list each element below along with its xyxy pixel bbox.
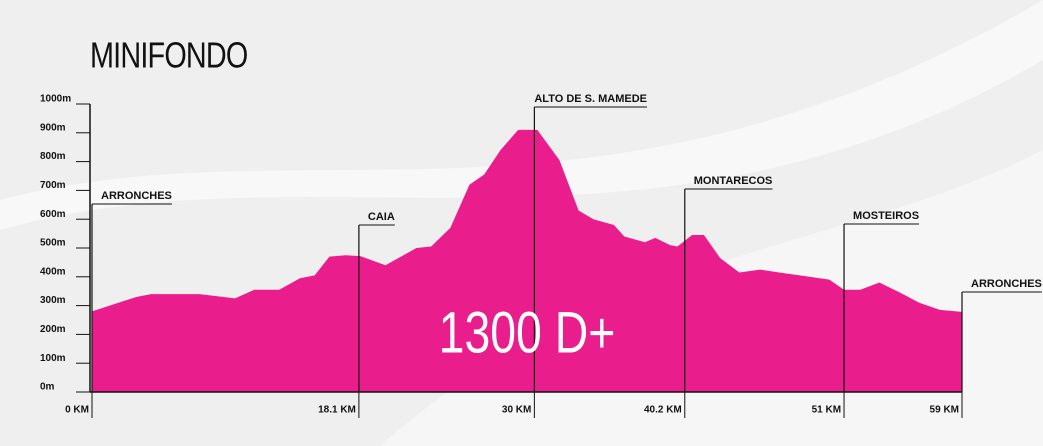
x-tick-label: 30 KM [502,405,531,416]
x-tick-label: 51 KM [812,405,841,416]
y-tick-label: 600m [40,209,66,220]
waypoint-label: ALTO DE S. MAMEDE [534,93,647,105]
y-tick-label: 1000m [40,94,71,105]
waypoint-label: MOSTEIROS [853,210,919,222]
y-tick-label: 200m [40,324,66,335]
elevation-area [92,129,962,393]
y-tick-label: 900m [40,122,66,133]
y-tick-label: 100m [40,353,66,364]
y-tick-label: 300m [40,295,66,306]
plot: 0m 100m 200m 300m 400m 500m 600m 700m 800m 900m 10… [40,93,1042,418]
y-tick-label: 500m [40,238,66,249]
x-tick-label: 18.1 KM [318,405,356,416]
chart-title: MINIFONDO [90,34,247,75]
background-swoosh [0,0,1043,230]
waypoint-label: MONTARECOS [694,175,773,187]
waypoint-label: CAIA [368,211,395,223]
x-tick-label: 59 KM [930,405,959,416]
y-tick-label: 700m [40,180,66,191]
y-tick-label: 0m [40,382,55,393]
annotation: 1300 D+ [439,300,616,365]
x-tick-label: 40.2 KM [644,405,682,416]
x-tick-label: 0 KM [65,405,89,416]
y-tick-label: 400m [40,266,66,277]
y-tick-label: 800m [40,151,66,162]
waypoint-label: ARRONCHES [971,278,1042,290]
waypoint-label: ARRONCHES [101,190,172,202]
